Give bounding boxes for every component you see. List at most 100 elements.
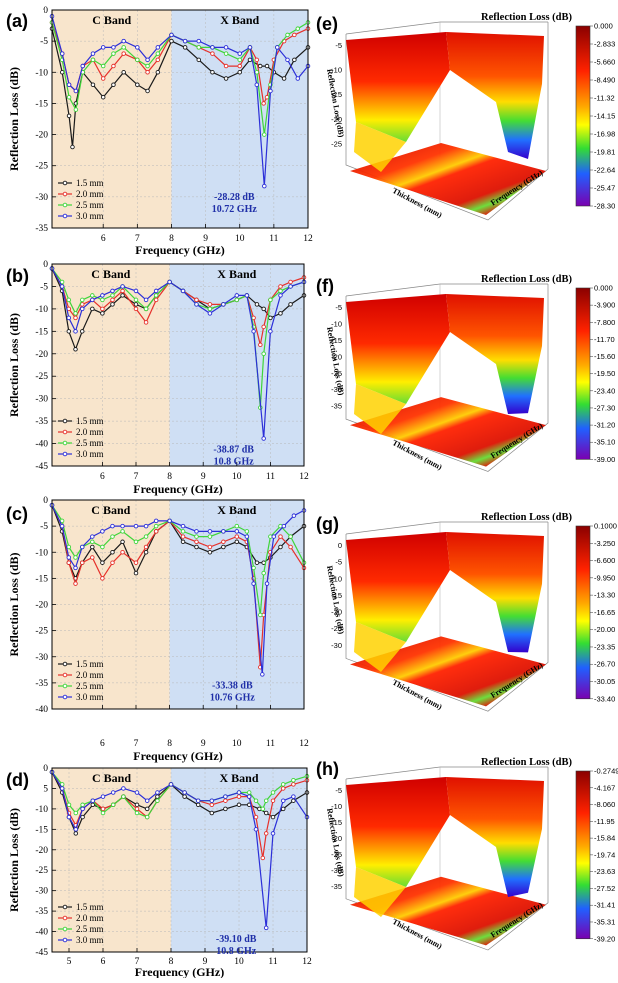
data-point [268,297,273,303]
x-tick-label: 9 [203,957,208,967]
surface-chart-e: (e) Reflection Loss (dB) 0.000 -2.833 -5.660… [316,12,615,221]
surface-front [354,867,406,917]
y-tick-label: -30 [35,395,48,405]
data-point [100,293,105,298]
panel-letter: (b) [6,266,29,286]
y-tick-label: -40 [35,705,48,715]
data-point [73,347,78,352]
x-axis-title: Frequency (GHz) [135,243,224,257]
y-tick-label: -40 [35,928,48,938]
data-point [209,802,215,808]
data-point [100,576,105,581]
colorbar-tick-label: -15.84 [594,834,615,843]
data-point [110,550,115,555]
floor-contour [350,636,546,707]
data-point [169,38,174,44]
c-band-region [52,768,171,952]
colorbar-tick-label: -31.41 [594,901,615,910]
z-tick-label: -25 [331,369,342,378]
z-tick-label: -20 [331,115,342,124]
legend-marker [62,180,68,186]
surface-front [354,122,406,172]
data-point [110,560,115,565]
legend-entry: 2.0 mm [76,670,104,680]
data-point [100,544,105,550]
y-tick-label: -35 [35,224,48,234]
x-tick-label: 11 [266,739,275,749]
data-point [254,560,260,565]
data-point [223,51,229,56]
colorbar-tick-label: -23.40 [594,386,615,395]
data-point [167,279,172,285]
data-point [144,814,150,820]
data-point [234,293,240,298]
data-point [194,302,199,307]
data-point [134,806,140,812]
colorbar-title: Reflection Loss (dB) [481,12,572,23]
data-point [223,45,229,50]
data-point [167,518,172,524]
legend-entry: 2.0 mm [76,427,104,437]
data-point [221,529,226,534]
data-point [180,529,186,534]
data-point [121,38,126,44]
data-point [288,279,293,285]
x-tick-label: 5 [67,957,72,967]
data-point [66,297,72,303]
x-axis-title: Frequency (GHz) [133,749,222,763]
colorbar-tick-label: -23.35 [594,642,615,651]
y-tick-label: -10 [35,68,48,78]
legend-entry: 2.0 mm [76,189,104,199]
surface-left [346,32,450,142]
z-tick-label: -10 [331,574,342,583]
data-point [291,794,296,799]
data-point [110,790,116,795]
data-point [111,63,116,69]
data-point [133,297,139,303]
data-point [278,293,283,298]
data-point [90,57,96,63]
data-point [278,311,283,316]
y-tick-label: -5 [40,37,48,47]
colorbar-tick-label: -22.64 [594,166,615,175]
data-point [66,802,72,808]
data-point [295,76,301,81]
data-point [90,82,96,87]
x-axis-title: Frequency (GHz) [135,965,224,978]
data-point [236,802,242,808]
legend-marker [62,429,68,435]
data-point [253,827,259,832]
colorbar-tick-label: -11.70 [594,335,615,344]
data-point [133,523,139,529]
data-point [100,806,106,812]
data-point [90,306,95,312]
data-point [121,70,126,75]
data-point [246,794,252,799]
data-point [59,782,65,787]
y-tick-label: -15 [35,99,48,109]
colorbar-tick-label: -39.20 [594,934,615,943]
panel-letter-box [2,265,44,287]
annotation-min-rl: -28.28 dB [214,192,255,203]
x-tick-label: 6 [101,957,106,967]
x-tick-label: 7 [135,234,140,244]
data-point [261,101,266,106]
y-tick-label: -20 [35,131,48,141]
y-tick-label: -40 [35,440,48,450]
surface-right [446,777,544,897]
colorbar-tick-label: -16.65 [594,608,615,617]
colorbar-tick-label: -14.15 [594,112,615,121]
data-point [288,534,293,539]
data-point [155,790,160,795]
y-tick-label: -20 [35,350,48,360]
data-point [278,534,283,539]
data-point [280,786,286,791]
y-tick-label: -35 [35,907,48,917]
data-point [268,315,273,321]
data-point [268,329,273,334]
line-chart-a: C Band X Band 0 -5 -10 -15 -20 -25 -30 -35 6 7 8 9 10 1… [2,6,313,257]
colorbar-tick-label: 0.000 [594,284,613,293]
y-tick-label: -10 [35,548,48,558]
z-tick-label: -10 [331,802,342,811]
x-tick-label: 12 [303,234,313,244]
